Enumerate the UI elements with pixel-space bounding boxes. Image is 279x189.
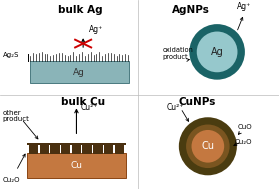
Text: Cu₂O: Cu₂O [235,139,252,145]
Bar [27,153,126,178]
Bar [29,144,38,153]
Text: Ag⁺: Ag⁺ [237,2,251,11]
Bar [40,144,49,153]
Circle shape [189,24,245,80]
Text: Cu: Cu [201,141,214,151]
Text: Ag₂S: Ag₂S [3,52,19,58]
Text: Ag: Ag [211,47,223,57]
Circle shape [186,125,230,168]
Bar [61,144,70,153]
Bar [93,144,103,153]
Text: bulk Ag: bulk Ag [58,5,103,15]
Text: AgNPs: AgNPs [172,5,210,15]
Text: Cu₂O: Cu₂O [3,177,20,183]
Circle shape [197,32,237,72]
Bar [104,144,113,153]
Bar [50,144,60,153]
Text: Cu²⁺: Cu²⁺ [80,103,98,112]
Bar [72,144,81,153]
Bar [27,143,126,145]
Text: Ag⁺: Ag⁺ [88,25,103,34]
Text: CuNPs: CuNPs [178,97,216,107]
Text: Ag: Ag [73,68,85,77]
Bar [83,144,92,153]
Circle shape [191,130,224,163]
Text: other
product: other product [3,110,30,122]
Text: Cu: Cu [70,161,83,170]
Text: bulk Cu: bulk Cu [61,97,105,107]
Text: oxidation
product: oxidation product [162,47,193,60]
Text: Cu²⁺: Cu²⁺ [167,103,184,112]
Text: CuO: CuO [238,124,252,130]
Bar [115,144,124,153]
Circle shape [179,117,237,175]
Bar [30,61,129,83]
